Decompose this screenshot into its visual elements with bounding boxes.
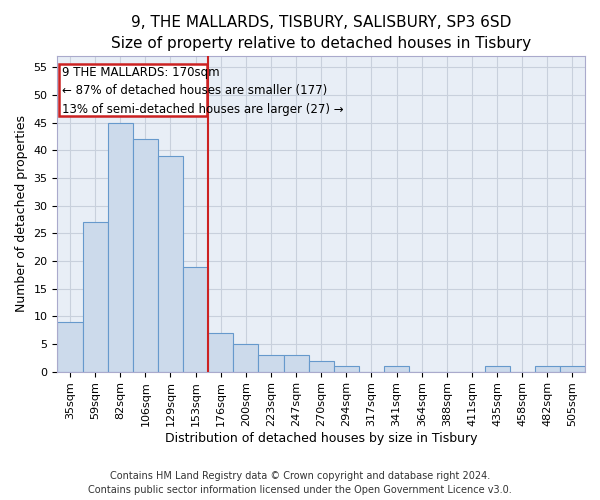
Bar: [259, 355, 284, 372]
Bar: [107, 122, 133, 372]
Bar: [284, 355, 308, 372]
Title: 9, THE MALLARDS, TISBURY, SALISBURY, SP3 6SD
Size of property relative to detach: 9, THE MALLARDS, TISBURY, SALISBURY, SP3…: [111, 15, 531, 51]
Bar: [133, 140, 158, 372]
Text: 9 THE MALLARDS: 170sqm
← 87% of detached houses are smaller (177)
13% of semi-de: 9 THE MALLARDS: 170sqm ← 87% of detached…: [62, 66, 343, 116]
Bar: [58, 322, 83, 372]
Bar: [308, 360, 334, 372]
Bar: [485, 366, 509, 372]
Bar: [208, 333, 233, 372]
Bar: [560, 366, 585, 372]
X-axis label: Distribution of detached houses by size in Tisbury: Distribution of detached houses by size …: [165, 432, 478, 445]
Bar: [83, 222, 107, 372]
Bar: [535, 366, 560, 372]
Y-axis label: Number of detached properties: Number of detached properties: [15, 116, 28, 312]
FancyBboxPatch shape: [59, 64, 207, 116]
Bar: [384, 366, 409, 372]
Bar: [183, 266, 208, 372]
Bar: [334, 366, 359, 372]
Text: Contains HM Land Registry data © Crown copyright and database right 2024.
Contai: Contains HM Land Registry data © Crown c…: [88, 471, 512, 495]
Bar: [158, 156, 183, 372]
Bar: [233, 344, 259, 372]
